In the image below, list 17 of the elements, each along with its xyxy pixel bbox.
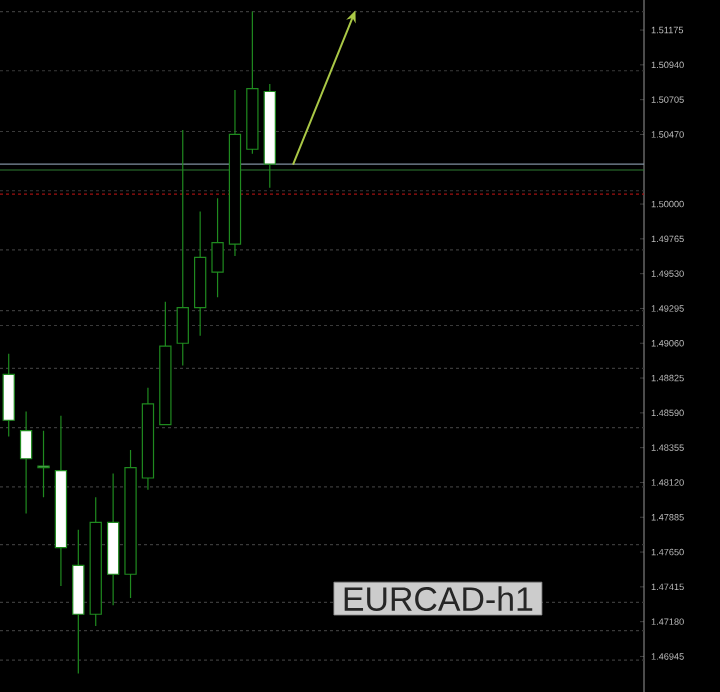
candlestick — [193, 210, 207, 337]
candlestick — [54, 415, 68, 587]
candlestick — [228, 89, 242, 257]
candlestick — [37, 430, 50, 498]
text: EURCAD-h1 — [344, 586, 533, 612]
candlestick — [72, 529, 85, 675]
candlestick — [19, 410, 33, 515]
candlestick — [211, 197, 224, 298]
candlestick — [263, 83, 276, 189]
candlestick — [141, 387, 155, 491]
candlestick — [246, 10, 259, 155]
candlestick — [159, 301, 172, 426]
candlestick — [89, 496, 102, 627]
candlestick — [106, 472, 120, 606]
candlestick — [124, 449, 137, 599]
candlestick — [2, 353, 15, 438]
candlestick — [176, 129, 189, 367]
